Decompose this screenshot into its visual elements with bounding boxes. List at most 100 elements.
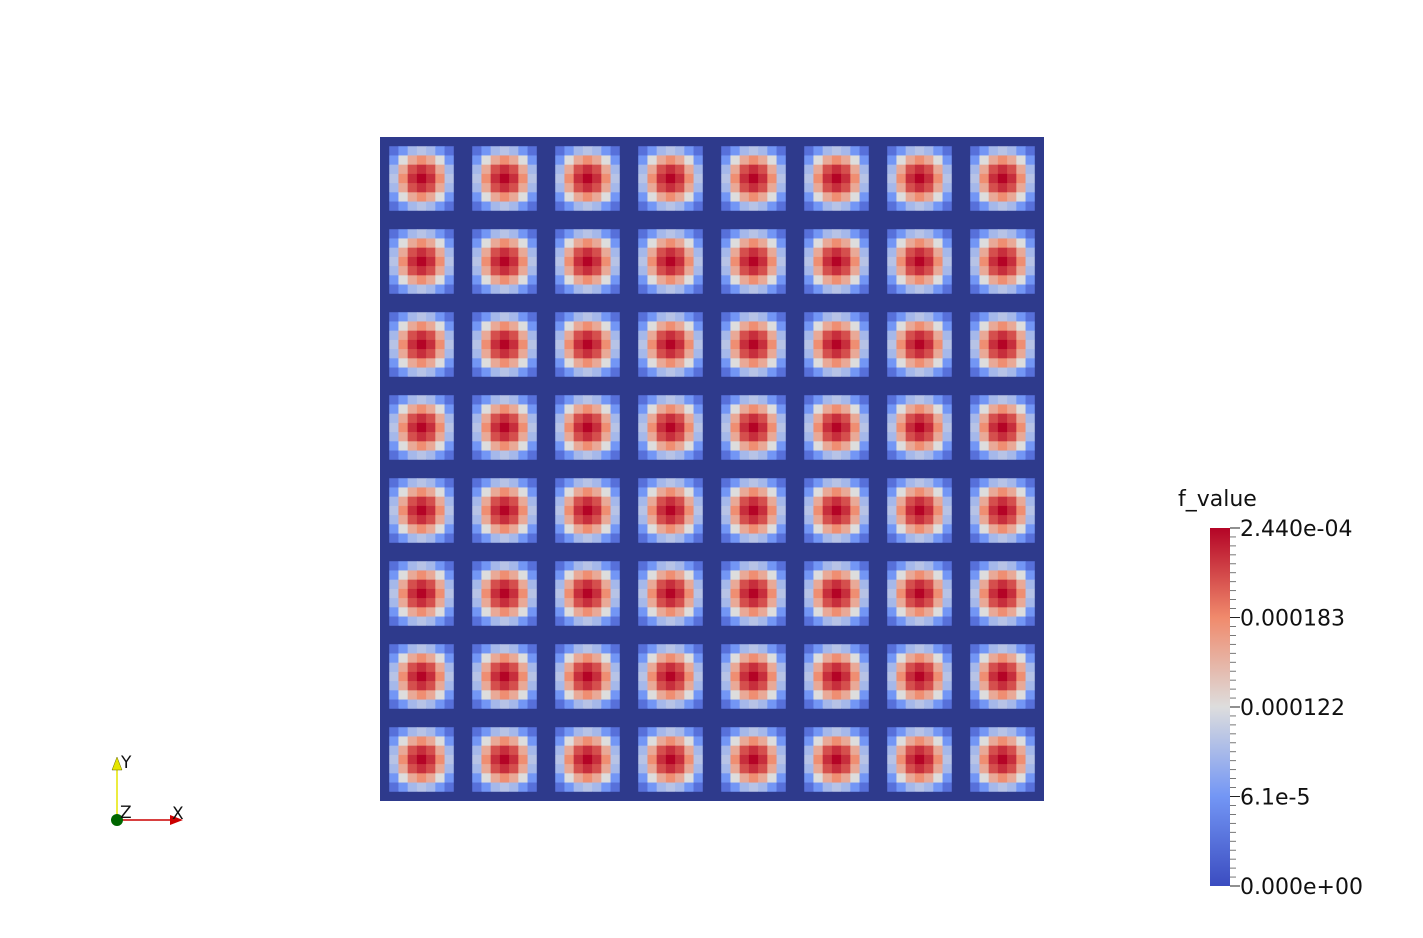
heatmap-cell xyxy=(481,598,492,608)
heatmap-cell xyxy=(804,764,814,774)
heatmap-cell xyxy=(536,515,547,525)
heatmap-cell xyxy=(822,533,833,544)
heatmap-cell xyxy=(629,469,639,479)
heatmap-cell xyxy=(896,653,907,664)
heatmap-cell xyxy=(555,681,565,691)
heatmap-cell xyxy=(1016,662,1026,673)
heatmap-cell xyxy=(416,505,427,516)
heatmap-cell xyxy=(961,312,971,322)
heatmap-cell xyxy=(647,358,658,368)
heatmap-cell xyxy=(748,229,759,239)
heatmap-cell xyxy=(933,487,943,498)
heatmap-cell xyxy=(878,625,888,636)
heatmap-cell xyxy=(573,330,584,341)
heatmap-cell xyxy=(721,552,731,562)
heatmap-cell xyxy=(712,644,722,654)
heatmap-cell xyxy=(961,173,971,184)
heatmap-cell xyxy=(970,321,980,332)
heatmap-cell xyxy=(758,164,768,175)
heatmap-cell xyxy=(988,598,999,608)
heatmap-cell xyxy=(592,570,602,581)
heatmap-cell xyxy=(665,487,676,498)
heatmap-cell xyxy=(601,441,611,451)
heatmap-cell xyxy=(389,173,399,184)
heatmap-cell xyxy=(499,533,510,544)
heatmap-cell xyxy=(1034,616,1044,627)
heatmap-cell xyxy=(490,422,501,433)
heatmap-cell xyxy=(887,247,897,258)
heatmap-cell xyxy=(407,662,418,673)
heatmap-cell xyxy=(619,671,630,682)
heatmap-cell xyxy=(970,708,980,719)
heatmap-cell xyxy=(518,210,528,221)
heatmap-cell xyxy=(665,367,676,378)
heatmap-cell xyxy=(453,284,464,295)
heatmap-cell xyxy=(693,358,704,368)
heatmap-cell xyxy=(536,303,547,313)
heatmap-cell xyxy=(490,644,501,654)
heatmap-cell xyxy=(896,533,907,544)
heatmap-cell xyxy=(721,588,731,599)
heatmap-cell xyxy=(509,791,519,801)
heatmap-cell xyxy=(481,210,492,221)
heatmap-cell xyxy=(850,671,860,682)
heatmap-cell xyxy=(398,598,409,608)
heatmap-cell xyxy=(785,635,796,645)
heatmap-cell xyxy=(748,459,759,470)
heatmap-cell xyxy=(546,653,556,664)
heatmap-cell xyxy=(472,690,482,700)
heatmap-cell xyxy=(961,588,971,599)
heatmap-cell xyxy=(472,469,482,479)
heatmap-cell xyxy=(859,478,870,488)
heatmap-cell xyxy=(804,183,814,193)
heatmap-cell xyxy=(601,404,611,415)
heatmap-cell xyxy=(619,782,630,793)
heatmap-cell xyxy=(970,247,980,258)
heatmap-cell xyxy=(527,764,538,774)
heatmap-cell xyxy=(997,422,1008,433)
heatmap-cell xyxy=(1025,367,1036,378)
heatmap-cell xyxy=(795,256,805,267)
heatmap-cell xyxy=(444,635,455,645)
heatmap-cell xyxy=(739,607,750,617)
heatmap-cell xyxy=(629,183,639,193)
heatmap-cell xyxy=(997,376,1008,387)
heatmap-cell xyxy=(656,515,667,525)
heatmap-cell xyxy=(675,395,685,405)
heatmap-cell xyxy=(389,690,399,700)
heatmap-cell xyxy=(444,561,455,571)
heatmap-cell xyxy=(961,256,971,267)
heatmap-cell xyxy=(951,146,962,156)
heatmap-cell xyxy=(997,266,1008,276)
heatmap-cell xyxy=(463,561,473,571)
heatmap-cell xyxy=(380,441,390,451)
heatmap-cell xyxy=(629,173,639,184)
heatmap-cell xyxy=(509,404,519,415)
heatmap-cell xyxy=(573,173,584,184)
heatmap-cell xyxy=(665,441,676,451)
heatmap-cell xyxy=(887,266,897,276)
heatmap-cell xyxy=(758,376,768,387)
heatmap-cell xyxy=(878,607,888,617)
heatmap-cell xyxy=(619,321,630,332)
heatmap-cell xyxy=(979,478,990,488)
heatmap-cell xyxy=(647,266,658,276)
heatmap-cell xyxy=(712,256,722,267)
heatmap-cell xyxy=(481,718,492,728)
heatmap-cell xyxy=(859,266,870,276)
heatmap-cell xyxy=(933,699,943,710)
heatmap-cell xyxy=(804,515,814,525)
heatmap-cell xyxy=(988,293,999,304)
heatmap-cell xyxy=(1034,459,1044,470)
heatmap-cell xyxy=(961,662,971,673)
heatmap-cell xyxy=(592,736,602,747)
heatmap-cell xyxy=(444,681,455,691)
heatmap-cell xyxy=(933,690,943,700)
heatmap-cell xyxy=(997,459,1008,470)
heatmap-cell xyxy=(850,422,860,433)
heatmap-cell xyxy=(795,275,805,285)
heatmap-cell xyxy=(1016,542,1026,553)
heatmap-cell xyxy=(380,164,390,175)
heatmap-cell xyxy=(463,293,473,304)
heatmap-cell xyxy=(527,478,538,488)
